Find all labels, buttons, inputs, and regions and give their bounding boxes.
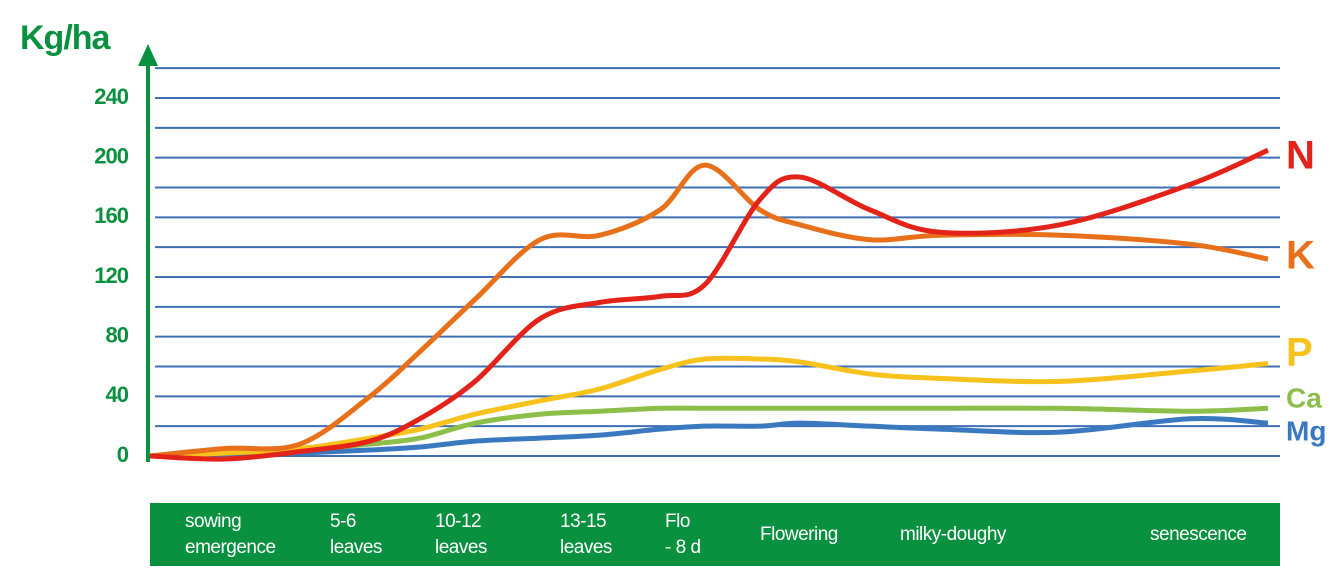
series-line <box>149 355 1269 459</box>
y-tick-label: 0 <box>117 442 129 467</box>
y-axis-label: Kg/ha <box>20 19 112 57</box>
y-tick-label: 40 <box>106 382 129 407</box>
x-tick-label: milky-doughy <box>900 524 1007 545</box>
x-tick-label: 10-12 leaves <box>435 511 487 558</box>
series-label: Mg <box>1286 415 1326 446</box>
y-tick-label: 80 <box>106 322 129 347</box>
series-line <box>149 147 1270 462</box>
x-tick-label: Flo - 8 d <box>665 511 701 558</box>
x-tick-label: 5-6 leaves <box>330 511 382 558</box>
x-tick-label: 13-15 leaves <box>560 511 612 558</box>
series-line <box>149 415 1269 459</box>
x-tick-label: Flowering <box>760 524 838 545</box>
stage-bar <box>150 503 1280 566</box>
series-label: K <box>1286 234 1315 278</box>
y-tick-label: 160 <box>94 203 128 228</box>
series-label: P <box>1286 331 1313 375</box>
series-line <box>149 162 1269 459</box>
y-axis-arrow <box>138 44 158 66</box>
x-tick-label: senescence <box>1150 524 1246 545</box>
series-label: N <box>1286 134 1315 178</box>
series-label: Ca <box>1286 382 1322 413</box>
x-tick-label: sowing emergence <box>185 511 276 558</box>
y-tick-label: 120 <box>94 263 128 288</box>
y-tick-label: 200 <box>94 143 128 168</box>
y-tick-label: 240 <box>94 84 128 109</box>
